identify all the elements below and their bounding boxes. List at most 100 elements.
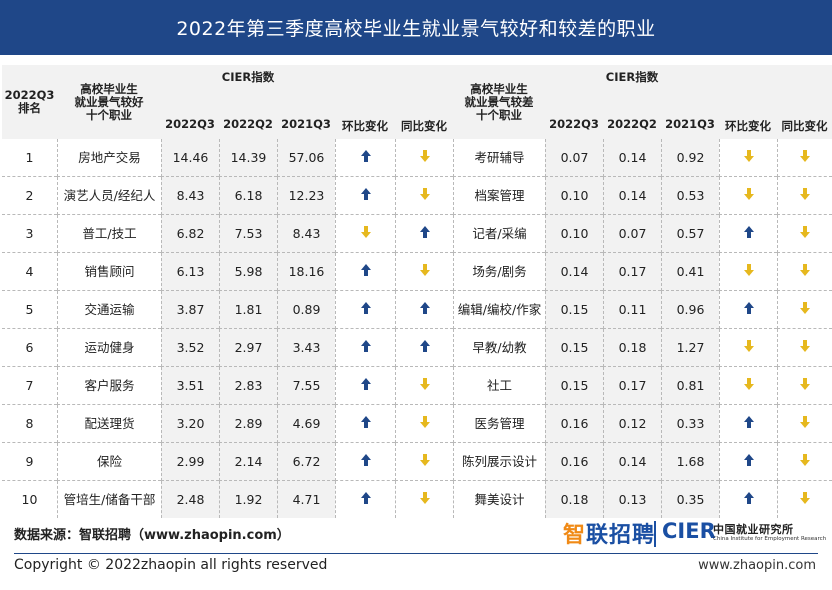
arrow-up-icon bbox=[742, 300, 756, 316]
bad-occupation-name: 记者/采编 bbox=[453, 215, 545, 253]
good-qoq-arrow bbox=[335, 177, 395, 215]
bad-2021q3: 1.68 bbox=[661, 443, 719, 481]
copyright: Copyright © 2022zhaopin all rights reser… bbox=[14, 557, 328, 573]
bad-2021q3: 0.41 bbox=[661, 253, 719, 291]
header-bad-occupation: 高校毕业生 就业景气较差 十个职业 bbox=[453, 65, 545, 139]
good-2022q2: 1.92 bbox=[219, 481, 277, 518]
arrow-up-icon bbox=[742, 414, 756, 430]
arrow-down-icon bbox=[418, 262, 432, 278]
good-yoy-arrow bbox=[395, 443, 453, 481]
good-occupation-name: 配送理货 bbox=[57, 405, 161, 443]
good-yoy-arrow bbox=[395, 215, 453, 253]
header-2022q2-right: 2022Q2 bbox=[603, 115, 661, 139]
arrow-down-icon bbox=[418, 414, 432, 430]
table-row: 5 交通运输 3.87 1.81 0.89 编辑/编校/作家 0.15 0.11 0.96 bbox=[2, 291, 832, 329]
good-2021q3: 0.89 bbox=[277, 291, 335, 329]
bad-2021q3: 0.35 bbox=[661, 481, 719, 518]
good-occupation-name: 交通运输 bbox=[57, 291, 161, 329]
rank-cell: 3 bbox=[2, 215, 57, 253]
bad-2022q3: 0.15 bbox=[545, 291, 603, 329]
bad-yoy-arrow bbox=[777, 405, 832, 443]
bad-qoq-arrow bbox=[719, 177, 777, 215]
cier-logo: CIER bbox=[662, 519, 716, 543]
good-occupation-name: 客户服务 bbox=[57, 367, 161, 405]
good-2021q3: 8.43 bbox=[277, 215, 335, 253]
header-qoq-left: 环比变化 bbox=[335, 65, 395, 139]
bad-yoy-arrow bbox=[777, 177, 832, 215]
bad-2022q2: 0.14 bbox=[603, 443, 661, 481]
header-yoy-left: 同比变化 bbox=[395, 65, 453, 139]
bad-2022q3: 0.07 bbox=[545, 139, 603, 177]
arrow-down-icon bbox=[798, 186, 812, 202]
arrow-down-icon bbox=[418, 452, 432, 468]
bad-2022q2: 0.18 bbox=[603, 329, 661, 367]
bad-yoy-arrow bbox=[777, 443, 832, 481]
bad-yoy-arrow bbox=[777, 367, 832, 405]
bad-2021q3: 0.33 bbox=[661, 405, 719, 443]
bad-2022q2: 0.07 bbox=[603, 215, 661, 253]
good-yoy-arrow bbox=[395, 481, 453, 518]
occupation-table: 2022Q3 排名 高校毕业生 就业景气较好 十个职业 CIER指数 环比变化 … bbox=[2, 65, 832, 518]
table-row: 1 房地产交易 14.46 14.39 57.06 考研辅导 0.07 0.14 0.92 bbox=[2, 139, 832, 177]
good-qoq-arrow bbox=[335, 367, 395, 405]
bad-qoq-arrow bbox=[719, 405, 777, 443]
good-yoy-arrow bbox=[395, 367, 453, 405]
good-occupation-name: 演艺人员/经纪人 bbox=[57, 177, 161, 215]
good-2022q3: 2.99 bbox=[161, 443, 219, 481]
bad-qoq-arrow bbox=[719, 481, 777, 518]
header-2021q3-left: 2021Q3 bbox=[277, 115, 335, 139]
header-qoq-right: 环比变化 bbox=[719, 65, 777, 139]
bad-qoq-arrow bbox=[719, 139, 777, 177]
bad-occupation-name: 早教/幼教 bbox=[453, 329, 545, 367]
bad-occupation-name: 舞美设计 bbox=[453, 481, 545, 518]
good-qoq-arrow bbox=[335, 405, 395, 443]
zhilian-logo: 智联招聘 bbox=[563, 523, 656, 548]
website-link[interactable]: www.zhaopin.com bbox=[698, 558, 816, 573]
arrow-down-icon bbox=[359, 224, 373, 240]
good-yoy-arrow bbox=[395, 291, 453, 329]
header-cier-left: CIER指数 bbox=[161, 65, 335, 115]
good-2021q3: 12.23 bbox=[277, 177, 335, 215]
arrow-up-icon bbox=[359, 186, 373, 202]
good-2022q2: 2.14 bbox=[219, 443, 277, 481]
good-qoq-arrow bbox=[335, 253, 395, 291]
cier-logo-en: China Institute for Employment Research bbox=[713, 536, 827, 542]
bad-occupation-name: 编辑/编校/作家 bbox=[453, 291, 545, 329]
header-rank: 2022Q3 排名 bbox=[2, 65, 57, 139]
good-yoy-arrow bbox=[395, 177, 453, 215]
good-2022q2: 2.97 bbox=[219, 329, 277, 367]
bad-occupation-name: 档案管理 bbox=[453, 177, 545, 215]
good-2022q3: 6.82 bbox=[161, 215, 219, 253]
bad-2022q2: 0.14 bbox=[603, 177, 661, 215]
good-2022q2: 2.83 bbox=[219, 367, 277, 405]
header-2022q3-right: 2022Q3 bbox=[545, 115, 603, 139]
good-yoy-arrow bbox=[395, 329, 453, 367]
good-qoq-arrow bbox=[335, 139, 395, 177]
bad-qoq-arrow bbox=[719, 253, 777, 291]
data-source: 数据来源：智联招聘（www.zhaopin.com） bbox=[14, 528, 290, 543]
header-good-occupation: 高校毕业生 就业景气较好 十个职业 bbox=[57, 65, 161, 139]
good-2022q2: 1.81 bbox=[219, 291, 277, 329]
bad-occupation-name: 社工 bbox=[453, 367, 545, 405]
arrow-up-icon bbox=[742, 452, 756, 468]
rank-cell: 4 bbox=[2, 253, 57, 291]
bad-2022q2: 0.11 bbox=[603, 291, 661, 329]
table-row: 9 保险 2.99 2.14 6.72 陈列展示设计 0.16 0.14 1.68 bbox=[2, 443, 832, 481]
good-2021q3: 7.55 bbox=[277, 367, 335, 405]
table-row: 6 运动健身 3.52 2.97 3.43 早教/幼教 0.15 0.18 1.27 bbox=[2, 329, 832, 367]
arrow-up-icon bbox=[742, 490, 756, 506]
bad-qoq-arrow bbox=[719, 329, 777, 367]
bad-2022q3: 0.15 bbox=[545, 367, 603, 405]
footer-divider bbox=[14, 553, 818, 554]
bad-2022q2: 0.12 bbox=[603, 405, 661, 443]
bad-occupation-name: 考研辅导 bbox=[453, 139, 545, 177]
bad-yoy-arrow bbox=[777, 481, 832, 518]
rank-cell: 8 bbox=[2, 405, 57, 443]
header-yoy-right: 同比变化 bbox=[777, 65, 832, 139]
good-occupation-name: 运动健身 bbox=[57, 329, 161, 367]
arrow-down-icon bbox=[418, 376, 432, 392]
good-qoq-arrow bbox=[335, 291, 395, 329]
table-row: 7 客户服务 3.51 2.83 7.55 社工 0.15 0.17 0.81 bbox=[2, 367, 832, 405]
arrow-up-icon bbox=[359, 262, 373, 278]
table-row: 3 普工/技工 6.82 7.53 8.43 记者/采编 0.10 0.07 0.57 bbox=[2, 215, 832, 253]
